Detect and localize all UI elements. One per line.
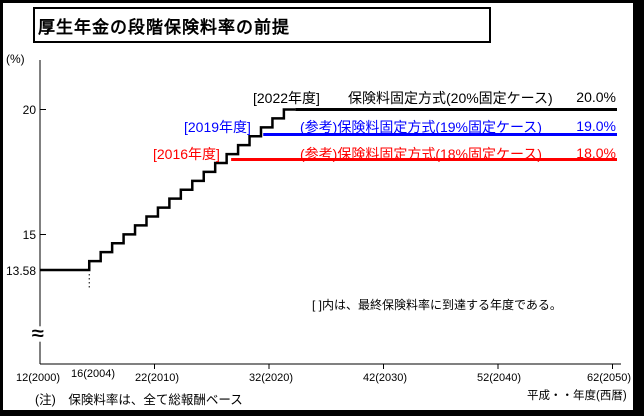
chart-title: 厚生年金の段階保険料率の前提 [38,18,290,37]
premium-rate-staircase [40,108,296,272]
x-tick-label-2050: 62(2050) [586,372,632,384]
y-axis-unit-label: (%) [6,52,25,66]
x-axis-label: 平成・・年度(西暦) [527,390,627,402]
x-tick-label-2000: 12(2000) [15,372,61,384]
y-tick-label-15: 15 [22,228,36,242]
y-tick-label-20: 20 [22,103,36,117]
scenario-year-label-2016: [2016年度] [153,146,220,162]
scenario-rate-label-20: 20.0% [576,89,616,105]
scenario-year-label-2019: [2019年度] [184,119,251,135]
x-tick-label-2030: 42(2030) [362,372,408,384]
scenario-name-19pct: (参考)保険料固定方式(19%固定ケース) [300,119,542,135]
x-tick-label-2004: 16(2004) [70,368,116,380]
y-tick-label-13-58: 13.58 [5,264,36,278]
y-axis-break-icon: ≈ [28,324,47,343]
scenario-rate-label-19: 19.0% [576,118,616,134]
x-tick-label-2040: 52(2040) [476,372,522,384]
bracket-note: [ ]内は、最終保険料率に到達する年度である。 [312,298,562,312]
title-box: 厚生年金の段階保険料率の前提 [33,7,491,43]
scenario-name-20pct: 保険料固定方式(20%固定ケース) [348,90,553,106]
scenario-rate-label-18: 18.0% [576,145,616,161]
scenario-year-label-2022: [2022年度] [253,90,320,106]
x-tick-label-2010: 22(2010) [134,372,180,384]
x-tick-label-2020: 32(2020) [248,372,294,384]
scenario-name-18pct: (参考)保険料固定方式(18%固定ケース) [300,146,542,162]
footnote: (注) 保険料率は、全て総報酬ベース [35,393,243,407]
